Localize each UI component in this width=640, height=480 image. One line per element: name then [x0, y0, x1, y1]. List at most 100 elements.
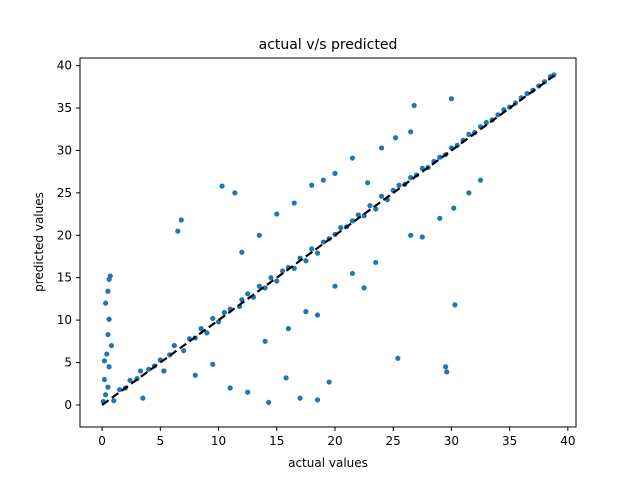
scatter-point: [320, 177, 326, 183]
scatter-point: [349, 155, 356, 161]
plot-frame: [79, 57, 577, 428]
scatter-point: [448, 96, 455, 102]
scatter-point: [105, 384, 111, 390]
scatter-point: [408, 175, 414, 181]
scatter-point: [210, 315, 216, 322]
scatter-point: [483, 119, 489, 126]
scatter-point: [303, 258, 309, 264]
x-tick-label: 5: [157, 434, 165, 448]
scatter-point: [104, 351, 110, 357]
scatter-point: [232, 190, 238, 196]
x-tick-label: 10: [211, 434, 226, 448]
scatter-point: [192, 372, 198, 378]
scatter-point: [262, 285, 268, 291]
scatter-point: [291, 200, 297, 206]
scatter-point: [111, 398, 117, 404]
scatter-point: [320, 239, 326, 245]
scatter-point: [256, 232, 262, 238]
scatter-point: [245, 389, 251, 395]
scatter-point: [437, 154, 443, 160]
scatter-point: [245, 291, 251, 297]
x-tick-label: 35: [502, 434, 517, 448]
scatter-point: [106, 316, 112, 322]
scatter-point: [181, 348, 187, 354]
scatter-point: [451, 205, 457, 211]
x-tick-label: 20: [327, 434, 342, 448]
scatter-point: [332, 283, 338, 289]
y-axis-label: predicted values: [32, 192, 46, 292]
scatter-point: [349, 270, 356, 277]
scatter-point: [309, 246, 315, 252]
scatter-point: [274, 278, 280, 284]
y-tick-label: 5: [64, 356, 72, 370]
scatter-point: [171, 342, 177, 349]
scatter-point: [338, 225, 344, 231]
scatter-point: [198, 326, 204, 332]
scatter-point: [297, 395, 303, 401]
scatter-point: [107, 273, 113, 279]
reference-line: [101, 74, 555, 406]
ticks-layer: 0 5 10 15 20 25 30 35 40 0 5 10 15 20 25 30 35 40: [57, 59, 576, 448]
scatter-point: [221, 309, 227, 316]
scatter-point: [266, 399, 272, 405]
x-axis-label: actual values: [288, 456, 368, 470]
scatter-point: [146, 366, 152, 372]
x-tick-label: 40: [560, 434, 575, 448]
scatter-point: [408, 129, 414, 135]
scatter-point: [411, 102, 417, 109]
scatter-point: [524, 91, 530, 97]
scatter-point: [103, 392, 109, 398]
scatter-point: [477, 177, 484, 183]
scatter-point: [285, 326, 292, 332]
scatter-point: [103, 300, 109, 306]
scatter-point: [378, 193, 385, 199]
scatter-point: [140, 395, 146, 401]
scatter-point: [466, 190, 472, 196]
scatter-point: [408, 232, 414, 238]
scatter-point: [137, 368, 144, 374]
scatter-point: [227, 385, 233, 391]
scatter-point: [437, 215, 443, 221]
scatter-point: [452, 302, 458, 308]
scatter-point: [361, 285, 367, 291]
y-tick-label: 20: [57, 228, 72, 242]
scatter-point: [314, 397, 321, 403]
reference-line-layer: [101, 74, 555, 406]
scatter-point: [396, 182, 402, 188]
x-tick-label: 0: [98, 434, 106, 448]
x-tick-label: 25: [386, 434, 401, 448]
y-tick-label: 15: [57, 271, 72, 285]
scatter-point: [314, 250, 321, 256]
scatter-point: [106, 364, 112, 370]
scatter-point: [326, 379, 332, 385]
scatter-point: [262, 338, 268, 344]
scatter-point: [127, 377, 133, 383]
y-tick-label: 10: [57, 313, 72, 327]
scatter-point: [392, 135, 399, 141]
scatter-point: [105, 331, 111, 338]
scatter-point: [101, 376, 108, 383]
scatter-point: [367, 203, 373, 209]
x-tick-label: 15: [269, 434, 284, 448]
scatter-point: [175, 228, 181, 234]
scatter-point: [314, 312, 321, 318]
y-tick-label: 40: [57, 59, 72, 73]
scatter-point: [101, 358, 108, 364]
scatter-point: [283, 375, 289, 381]
chart-title: actual v/s predicted: [259, 37, 398, 53]
scatter-point: [279, 268, 286, 274]
scatter-point: [116, 387, 123, 393]
scatter-point: [332, 170, 338, 176]
scatter-point: [178, 217, 184, 223]
scatter-point: [373, 259, 379, 266]
y-tick-label: 30: [57, 143, 72, 157]
y-tick-label: 25: [57, 186, 72, 200]
x-tick-label: 30: [444, 434, 459, 448]
scatter-point: [204, 330, 210, 336]
scatter-point: [349, 218, 356, 224]
scatter-point: [268, 275, 274, 281]
y-tick-label: 35: [57, 101, 72, 115]
scatter-point: [364, 180, 371, 186]
scatter-point: [219, 183, 225, 189]
